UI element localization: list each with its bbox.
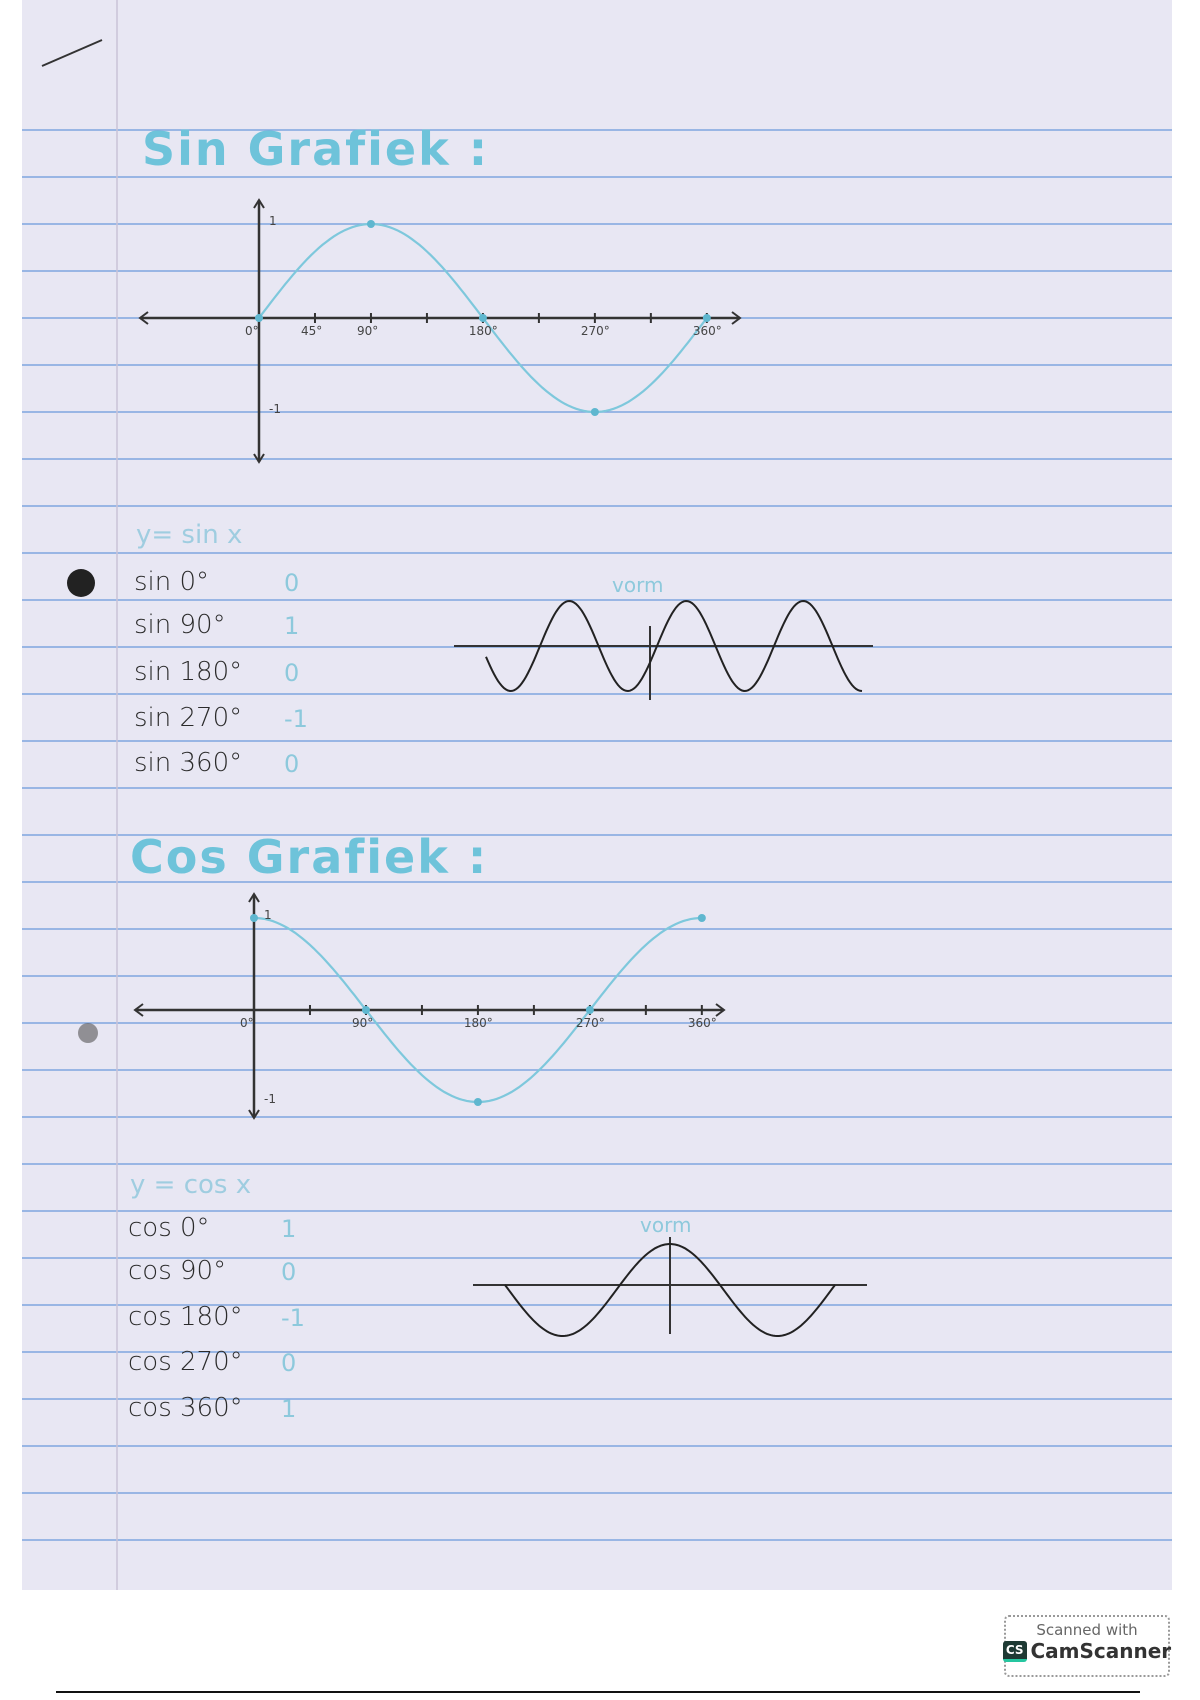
sin-sketch-label: vorm bbox=[612, 573, 664, 597]
sin-point bbox=[478, 314, 487, 322]
cos-row-expression: cos 0° bbox=[128, 1213, 210, 1243]
cos-axis-arrows bbox=[133, 892, 726, 1120]
cos-point bbox=[697, 914, 706, 922]
cos-sketch-label: vorm bbox=[640, 1213, 692, 1237]
badge-line2: CamScanner bbox=[1030, 1639, 1172, 1663]
cos-point bbox=[361, 1006, 370, 1014]
cos-row-value: 1 bbox=[281, 1395, 297, 1423]
sin-point bbox=[255, 314, 263, 322]
cos-row-value: 0 bbox=[281, 1349, 297, 1377]
cos-row-expression: cos 270° bbox=[128, 1347, 243, 1377]
sin-y-tick-label: 1 bbox=[269, 214, 277, 228]
cos-point bbox=[585, 1006, 594, 1014]
sin-row-expression: sin 180° bbox=[134, 657, 243, 687]
cos-formula: y = cos x bbox=[130, 1170, 252, 1200]
camscanner-badge: Scanned with CS CamScanner bbox=[1002, 1615, 1172, 1677]
cos-row-value: 0 bbox=[281, 1258, 297, 1286]
punch-hole bbox=[67, 569, 95, 597]
cos-row-expression: cos 360° bbox=[128, 1393, 243, 1423]
cos-y-tick-label: 1 bbox=[264, 908, 272, 922]
sin-row-expression: sin 0° bbox=[134, 567, 210, 597]
sin-point bbox=[590, 408, 599, 416]
sin-x-tick-label: 90° bbox=[356, 324, 379, 338]
sin-row-expression: sin 90° bbox=[134, 610, 226, 640]
cos-sketch-curve bbox=[504, 1243, 836, 1337]
notebook-paper bbox=[22, 0, 1172, 1590]
sin-point bbox=[366, 220, 375, 228]
sin-formula: y= sin x bbox=[136, 520, 243, 550]
cos-point bbox=[473, 1098, 482, 1106]
sin-row-expression: sin 360° bbox=[134, 748, 243, 778]
cos-x-tick-label: 90° bbox=[351, 1016, 374, 1030]
pen-stroke bbox=[41, 39, 103, 67]
sin-row-value: -1 bbox=[284, 705, 308, 733]
sin-row-value: 0 bbox=[284, 750, 300, 778]
cos-row-value: 1 bbox=[281, 1215, 297, 1243]
sin-row-value: 0 bbox=[284, 569, 300, 597]
sin-row-expression: sin 270° bbox=[134, 703, 243, 733]
sin-x-tick-label: 0° bbox=[245, 324, 259, 338]
cos-x-tick-label: 0° bbox=[240, 1016, 254, 1030]
cos-title: Cos Grafiek : bbox=[130, 830, 489, 884]
sin-y-tick-label: -1 bbox=[269, 402, 281, 416]
cos-point bbox=[250, 914, 258, 922]
sin-row-value: 1 bbox=[284, 612, 300, 640]
cos-row-expression: cos 90° bbox=[128, 1256, 227, 1286]
punch-hole bbox=[78, 1023, 98, 1043]
cos-y-tick-label: -1 bbox=[264, 1092, 276, 1106]
sin-point bbox=[702, 314, 711, 322]
sin-title: Sin Grafiek : bbox=[142, 122, 490, 176]
badge-line1: Scanned with bbox=[1036, 1621, 1138, 1639]
cos-x-tick-label: 180° bbox=[463, 1016, 493, 1030]
sin-x-tick-label: 270° bbox=[580, 324, 610, 338]
cos-x-tick-label: 270° bbox=[575, 1016, 605, 1030]
cos-x-tick-label: 360° bbox=[687, 1016, 717, 1030]
sin-sketch-curve bbox=[485, 599, 863, 693]
camscanner-logo-icon: CS bbox=[1002, 1640, 1027, 1662]
sin-axis-arrows bbox=[138, 198, 742, 464]
sin-row-value: 0 bbox=[284, 659, 300, 687]
sin-x-tick-label: 45° bbox=[300, 324, 323, 338]
sin-x-tick-label: 360° bbox=[692, 324, 722, 338]
cos-row-expression: cos 180° bbox=[128, 1302, 243, 1332]
cos-row-value: -1 bbox=[281, 1304, 305, 1332]
sin-x-tick-label: 180° bbox=[468, 324, 498, 338]
